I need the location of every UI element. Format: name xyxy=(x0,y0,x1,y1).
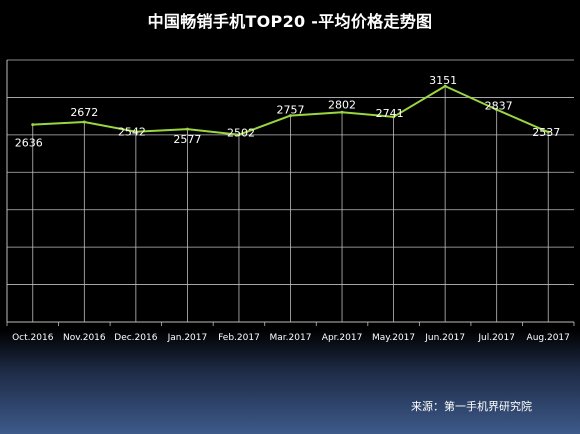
data-point xyxy=(392,115,396,119)
data-point xyxy=(31,123,35,127)
data-point xyxy=(185,127,189,131)
x-tick-label: Apr.2017 xyxy=(322,333,363,343)
data-point xyxy=(82,120,86,124)
x-tick-label: Aug.2017 xyxy=(527,333,570,343)
data-label: 2741 xyxy=(376,107,404,120)
data-label: 2537 xyxy=(532,126,560,139)
x-tick-label: Oct.2016 xyxy=(12,333,54,343)
chart-title: 中国畅销手机TOP20 -平均价格走势图 xyxy=(147,12,433,31)
data-point xyxy=(546,130,550,134)
x-tick-label: Feb.2017 xyxy=(218,333,260,343)
x-tick-label: Jun.2017 xyxy=(424,333,465,343)
data-point xyxy=(237,133,241,137)
x-tick-label: Mar.2017 xyxy=(270,333,312,343)
data-label: 2672 xyxy=(70,106,98,119)
data-point xyxy=(134,130,138,134)
data-point xyxy=(443,84,447,88)
data-point xyxy=(495,108,499,112)
data-label: 2802 xyxy=(328,98,356,111)
data-label: 3151 xyxy=(429,74,457,87)
data-label: 2577 xyxy=(173,133,201,146)
data-point xyxy=(340,110,344,114)
data-label: 2757 xyxy=(277,104,305,117)
data-label: 2636 xyxy=(15,137,43,150)
data-point xyxy=(289,114,292,118)
source-note: 来源：第一手机界研究院 xyxy=(411,400,532,413)
data-label: 2502 xyxy=(227,127,255,140)
x-tick-label: May.2017 xyxy=(372,333,415,343)
data-label: 2837 xyxy=(485,100,513,113)
x-tick-label: Dec.2016 xyxy=(114,333,157,343)
x-tick-label: Jan.2017 xyxy=(167,333,208,343)
data-label: 2542 xyxy=(118,126,146,139)
x-tick-label: Jul.2017 xyxy=(477,333,515,343)
x-tick-label: Nov.2016 xyxy=(63,333,106,343)
